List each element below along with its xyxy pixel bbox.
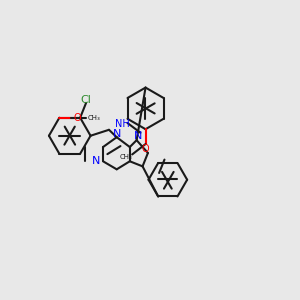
Text: O: O (142, 143, 149, 154)
Text: Cl: Cl (81, 95, 92, 105)
Text: NH: NH (115, 119, 130, 129)
Text: N: N (92, 156, 100, 166)
Text: CH₃: CH₃ (87, 115, 100, 121)
Text: O: O (74, 113, 81, 123)
Text: N: N (112, 129, 121, 139)
Text: CH₃: CH₃ (120, 154, 133, 160)
Text: N: N (134, 131, 142, 141)
